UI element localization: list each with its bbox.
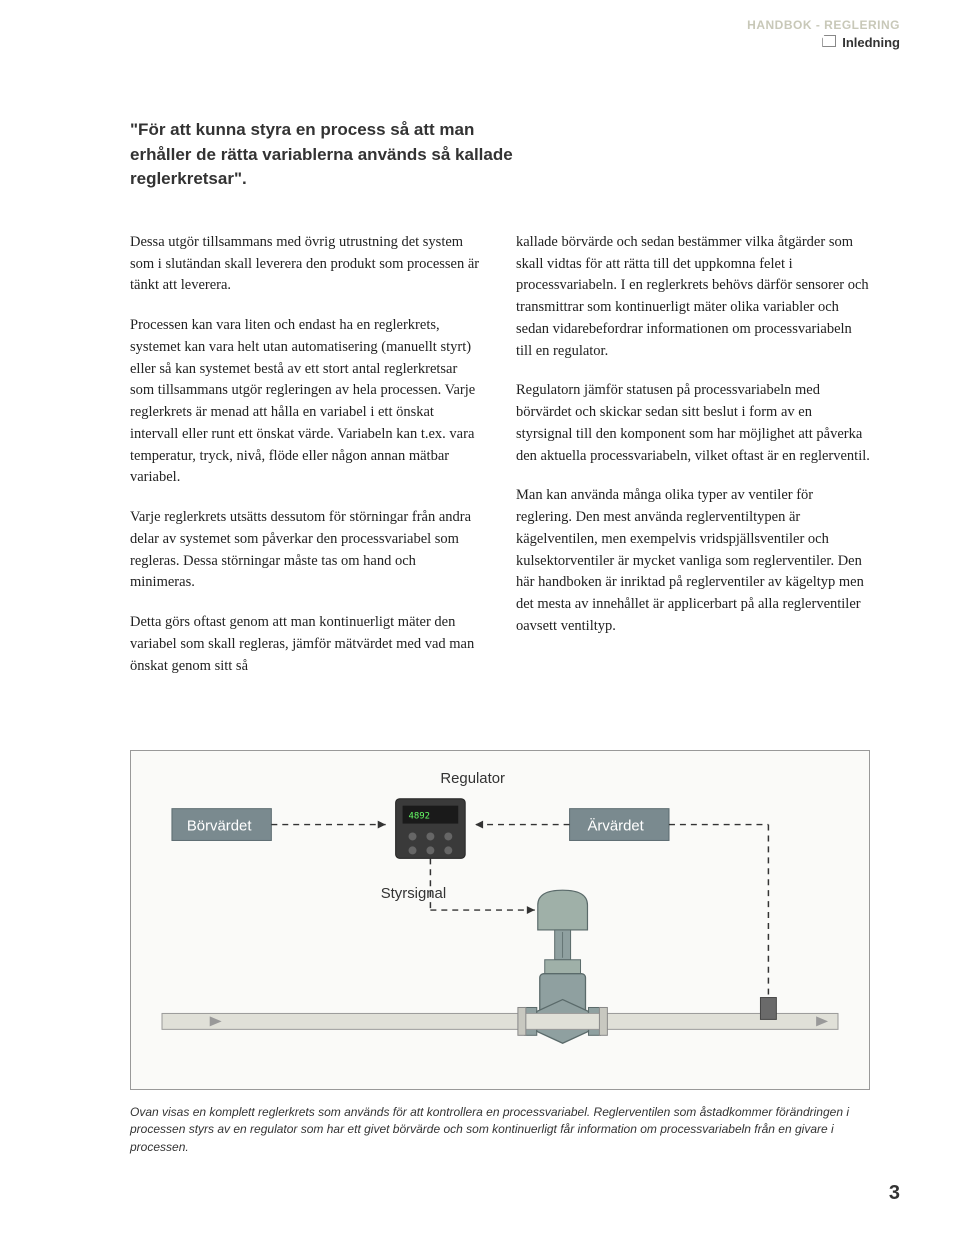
control-loop-diagram: Regulator Börvärdet Ärvärdet 4892 Styrsi… xyxy=(130,750,870,1090)
arrow-head xyxy=(475,821,483,829)
paragraph: Varje reglerkrets utsätts dessutom för s… xyxy=(130,507,484,594)
paragraph: Man kan använda många olika typer av ven… xyxy=(516,485,870,637)
regulator-button xyxy=(426,833,434,841)
page-header: HANDBOK - REGLERING Inledning xyxy=(747,18,900,50)
sensor xyxy=(760,998,776,1020)
paragraph: Processen kan vara liten och endast ha e… xyxy=(130,315,484,489)
regulator-button xyxy=(444,846,452,854)
right-column: kallade börvärde och sedan bestämmer vil… xyxy=(516,232,870,696)
page-number: 3 xyxy=(889,1182,900,1205)
text-columns: Dessa utgör tillsammans med övrig utrust… xyxy=(130,232,870,696)
regulator-button xyxy=(409,833,417,841)
paragraph: Regulatorn jämför statusen på processvar… xyxy=(516,380,870,467)
pipe xyxy=(162,1013,838,1029)
diagram-caption: Ovan visas en komplett reglerkrets som a… xyxy=(130,1104,870,1156)
paragraph: Dessa utgör tillsammans med övrig utrust… xyxy=(130,232,484,297)
diagram-svg: Regulator Börvärdet Ärvärdet 4892 Styrsi… xyxy=(131,751,869,1089)
flange xyxy=(599,1007,607,1035)
regulator-button xyxy=(409,846,417,854)
actual-label: Ärvärdet xyxy=(587,818,644,835)
flange xyxy=(518,1007,526,1035)
signal-label: Styrsignal xyxy=(381,886,446,902)
setpoint-label: Börvärdet xyxy=(187,819,252,835)
handbook-title: HANDBOK - REGLERING xyxy=(747,18,900,32)
intro-quote: "För att kunna styra en process så att m… xyxy=(130,118,540,192)
paragraph: Detta görs oftast genom att man kontinue… xyxy=(130,612,484,677)
arrow-head xyxy=(527,906,535,914)
left-column: Dessa utgör tillsammans med övrig utrust… xyxy=(130,232,484,696)
regulator-button xyxy=(444,833,452,841)
arrow-head xyxy=(378,821,386,829)
main-content: "För att kunna styra en process så att m… xyxy=(130,118,870,695)
regulator-label: Regulator xyxy=(440,771,505,787)
section-title: Inledning xyxy=(747,35,900,50)
valve-actuator xyxy=(538,890,588,974)
paragraph: kallade börvärde och sedan bestämmer vil… xyxy=(516,232,870,363)
regulator-display: 4892 xyxy=(409,812,431,822)
regulator-button xyxy=(426,846,434,854)
valve-body xyxy=(525,974,601,1044)
